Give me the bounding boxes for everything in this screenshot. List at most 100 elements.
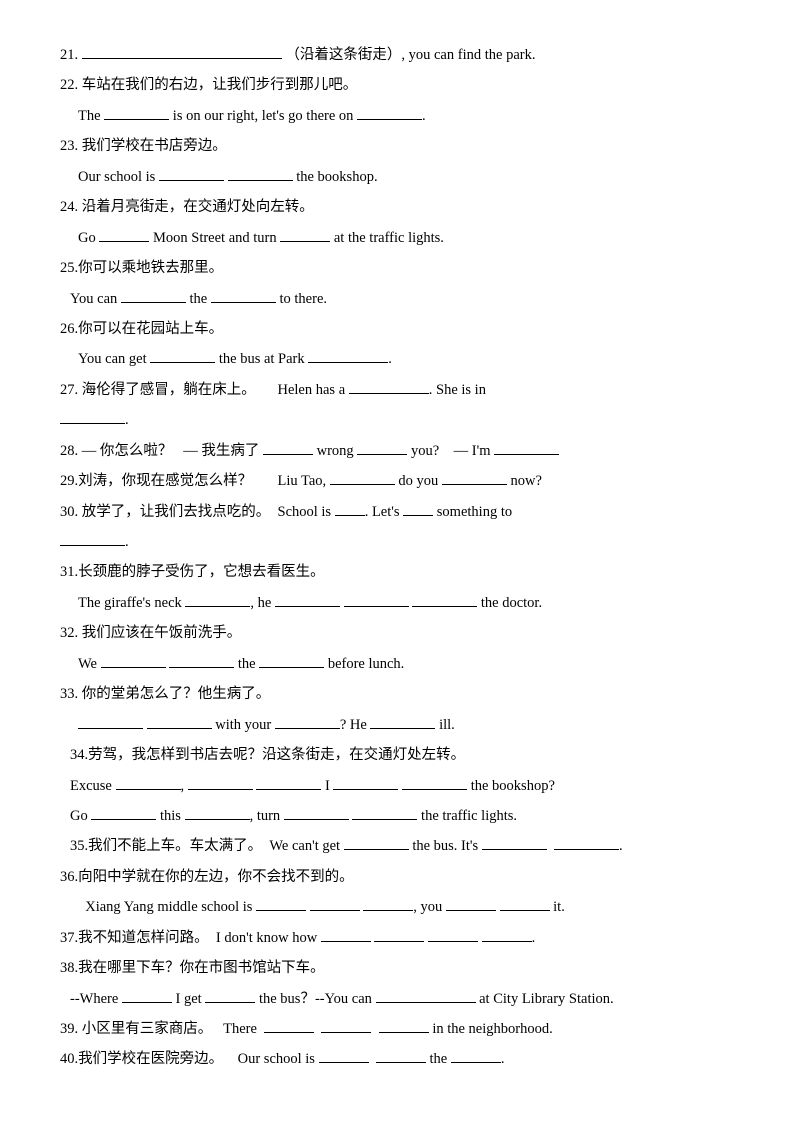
q24-zh: 沿着月亮街走，在交通灯处向左转。 — [82, 199, 314, 215]
blank[interactable] — [500, 896, 550, 912]
text: 刘涛，你现在感觉怎么样？ — [78, 473, 252, 489]
blank[interactable] — [352, 804, 417, 820]
q25b: You can the to there. — [60, 284, 740, 314]
blank[interactable] — [451, 1048, 501, 1064]
blank[interactable] — [147, 713, 212, 729]
q39: 39. 小区里有三家商店。 There in the neighborhood. — [60, 1014, 740, 1044]
q31b: The giraffe's neck , he the doctor. — [60, 588, 740, 618]
q21-text: （沿着这条街走）, you can find the park. — [285, 47, 535, 63]
q23-zh: 我们学校在书店旁边。 — [82, 138, 227, 154]
blank[interactable] — [275, 713, 340, 729]
blank[interactable] — [446, 896, 496, 912]
blank[interactable] — [150, 348, 215, 364]
blank[interactable] — [121, 287, 186, 303]
blank[interactable] — [402, 774, 467, 790]
blank[interactable] — [379, 1018, 429, 1034]
blank[interactable] — [319, 1048, 369, 1064]
blank[interactable] — [256, 774, 321, 790]
text: . — [619, 838, 623, 854]
blank[interactable] — [344, 835, 409, 851]
blank[interactable] — [188, 774, 253, 790]
blank[interactable] — [122, 987, 172, 1003]
q34b: Excuse , I the bookshop? — [60, 771, 740, 801]
q40: 40.我们学校在医院旁边。 Our school is the . — [60, 1044, 740, 1074]
text: . Let's — [365, 504, 400, 520]
blank[interactable] — [310, 896, 360, 912]
blank[interactable] — [321, 1018, 371, 1034]
blank[interactable] — [185, 591, 250, 607]
q27-num: 27. — [60, 382, 78, 398]
blank[interactable] — [228, 165, 293, 181]
blank[interactable] — [333, 774, 398, 790]
blank[interactable] — [357, 104, 422, 120]
blank[interactable] — [60, 409, 125, 425]
blank[interactable] — [376, 1048, 426, 1064]
blank[interactable] — [482, 926, 532, 942]
blank[interactable] — [280, 226, 330, 242]
text: Excuse — [70, 778, 112, 794]
text: Helen has a — [278, 382, 346, 398]
blank[interactable] — [101, 652, 166, 668]
text: ? He — [340, 717, 367, 733]
blank[interactable] — [370, 713, 435, 729]
q26-num: 26. — [60, 321, 78, 337]
blank[interactable] — [99, 226, 149, 242]
blank[interactable] — [357, 439, 407, 455]
blank[interactable] — [428, 926, 478, 942]
text: 我们应该在午饭前洗手。 — [82, 625, 242, 641]
text: I get — [176, 991, 202, 1007]
q33-num: 33. — [60, 686, 78, 702]
blank[interactable] — [442, 470, 507, 486]
blank[interactable] — [482, 835, 547, 851]
blank[interactable] — [185, 804, 250, 820]
q22a: 22. 车站在我们的右边，让我们步行到那儿吧。 — [60, 70, 740, 100]
blank[interactable] — [82, 44, 282, 60]
q26b: You can get the bus at Park . — [60, 344, 740, 374]
blank[interactable] — [259, 652, 324, 668]
blank[interactable] — [205, 987, 255, 1003]
blank[interactable] — [78, 713, 143, 729]
blank[interactable] — [116, 774, 181, 790]
blank[interactable] — [104, 104, 169, 120]
q24a: 24. 沿着月亮街走，在交通灯处向左转。 — [60, 192, 740, 222]
blank[interactable] — [308, 348, 388, 364]
blank[interactable] — [263, 439, 313, 455]
blank[interactable] — [169, 652, 234, 668]
text: Our school is — [238, 1051, 315, 1067]
text: You can — [70, 291, 117, 307]
q27b: . — [60, 405, 740, 435]
q37-num: 37. — [60, 930, 78, 946]
blank[interactable] — [330, 470, 395, 486]
blank[interactable] — [321, 926, 371, 942]
blank[interactable] — [349, 378, 429, 394]
blank[interactable] — [376, 987, 476, 1003]
q26a: 26.你可以在花园站上车。 — [60, 314, 740, 344]
blank[interactable] — [91, 804, 156, 820]
text: . — [422, 108, 426, 124]
q22-zh: 车站在我们的右边，让我们步行到那儿吧。 — [82, 77, 358, 93]
blank[interactable] — [363, 896, 413, 912]
text: I don't know how — [216, 930, 317, 946]
text: something to — [437, 504, 512, 520]
text: the — [429, 1051, 447, 1067]
blank[interactable] — [60, 531, 125, 547]
text: Xiang Yang middle school is — [85, 899, 252, 915]
blank[interactable] — [211, 287, 276, 303]
text: . — [501, 1051, 505, 1067]
q31a: 31.长颈鹿的脖子受伤了，它想去看医生。 — [60, 557, 740, 587]
blank[interactable] — [275, 591, 340, 607]
blank[interactable] — [412, 591, 477, 607]
blank[interactable] — [494, 439, 559, 455]
q23-num: 23. — [60, 138, 78, 154]
blank[interactable] — [256, 896, 306, 912]
blank[interactable] — [344, 591, 409, 607]
text: the bookshop. — [296, 169, 377, 185]
blank[interactable] — [335, 500, 365, 516]
blank[interactable] — [403, 500, 433, 516]
blank[interactable] — [264, 1018, 314, 1034]
blank[interactable] — [159, 165, 224, 181]
q40-num: 40. — [60, 1051, 78, 1067]
blank[interactable] — [554, 835, 619, 851]
blank[interactable] — [374, 926, 424, 942]
blank[interactable] — [284, 804, 349, 820]
